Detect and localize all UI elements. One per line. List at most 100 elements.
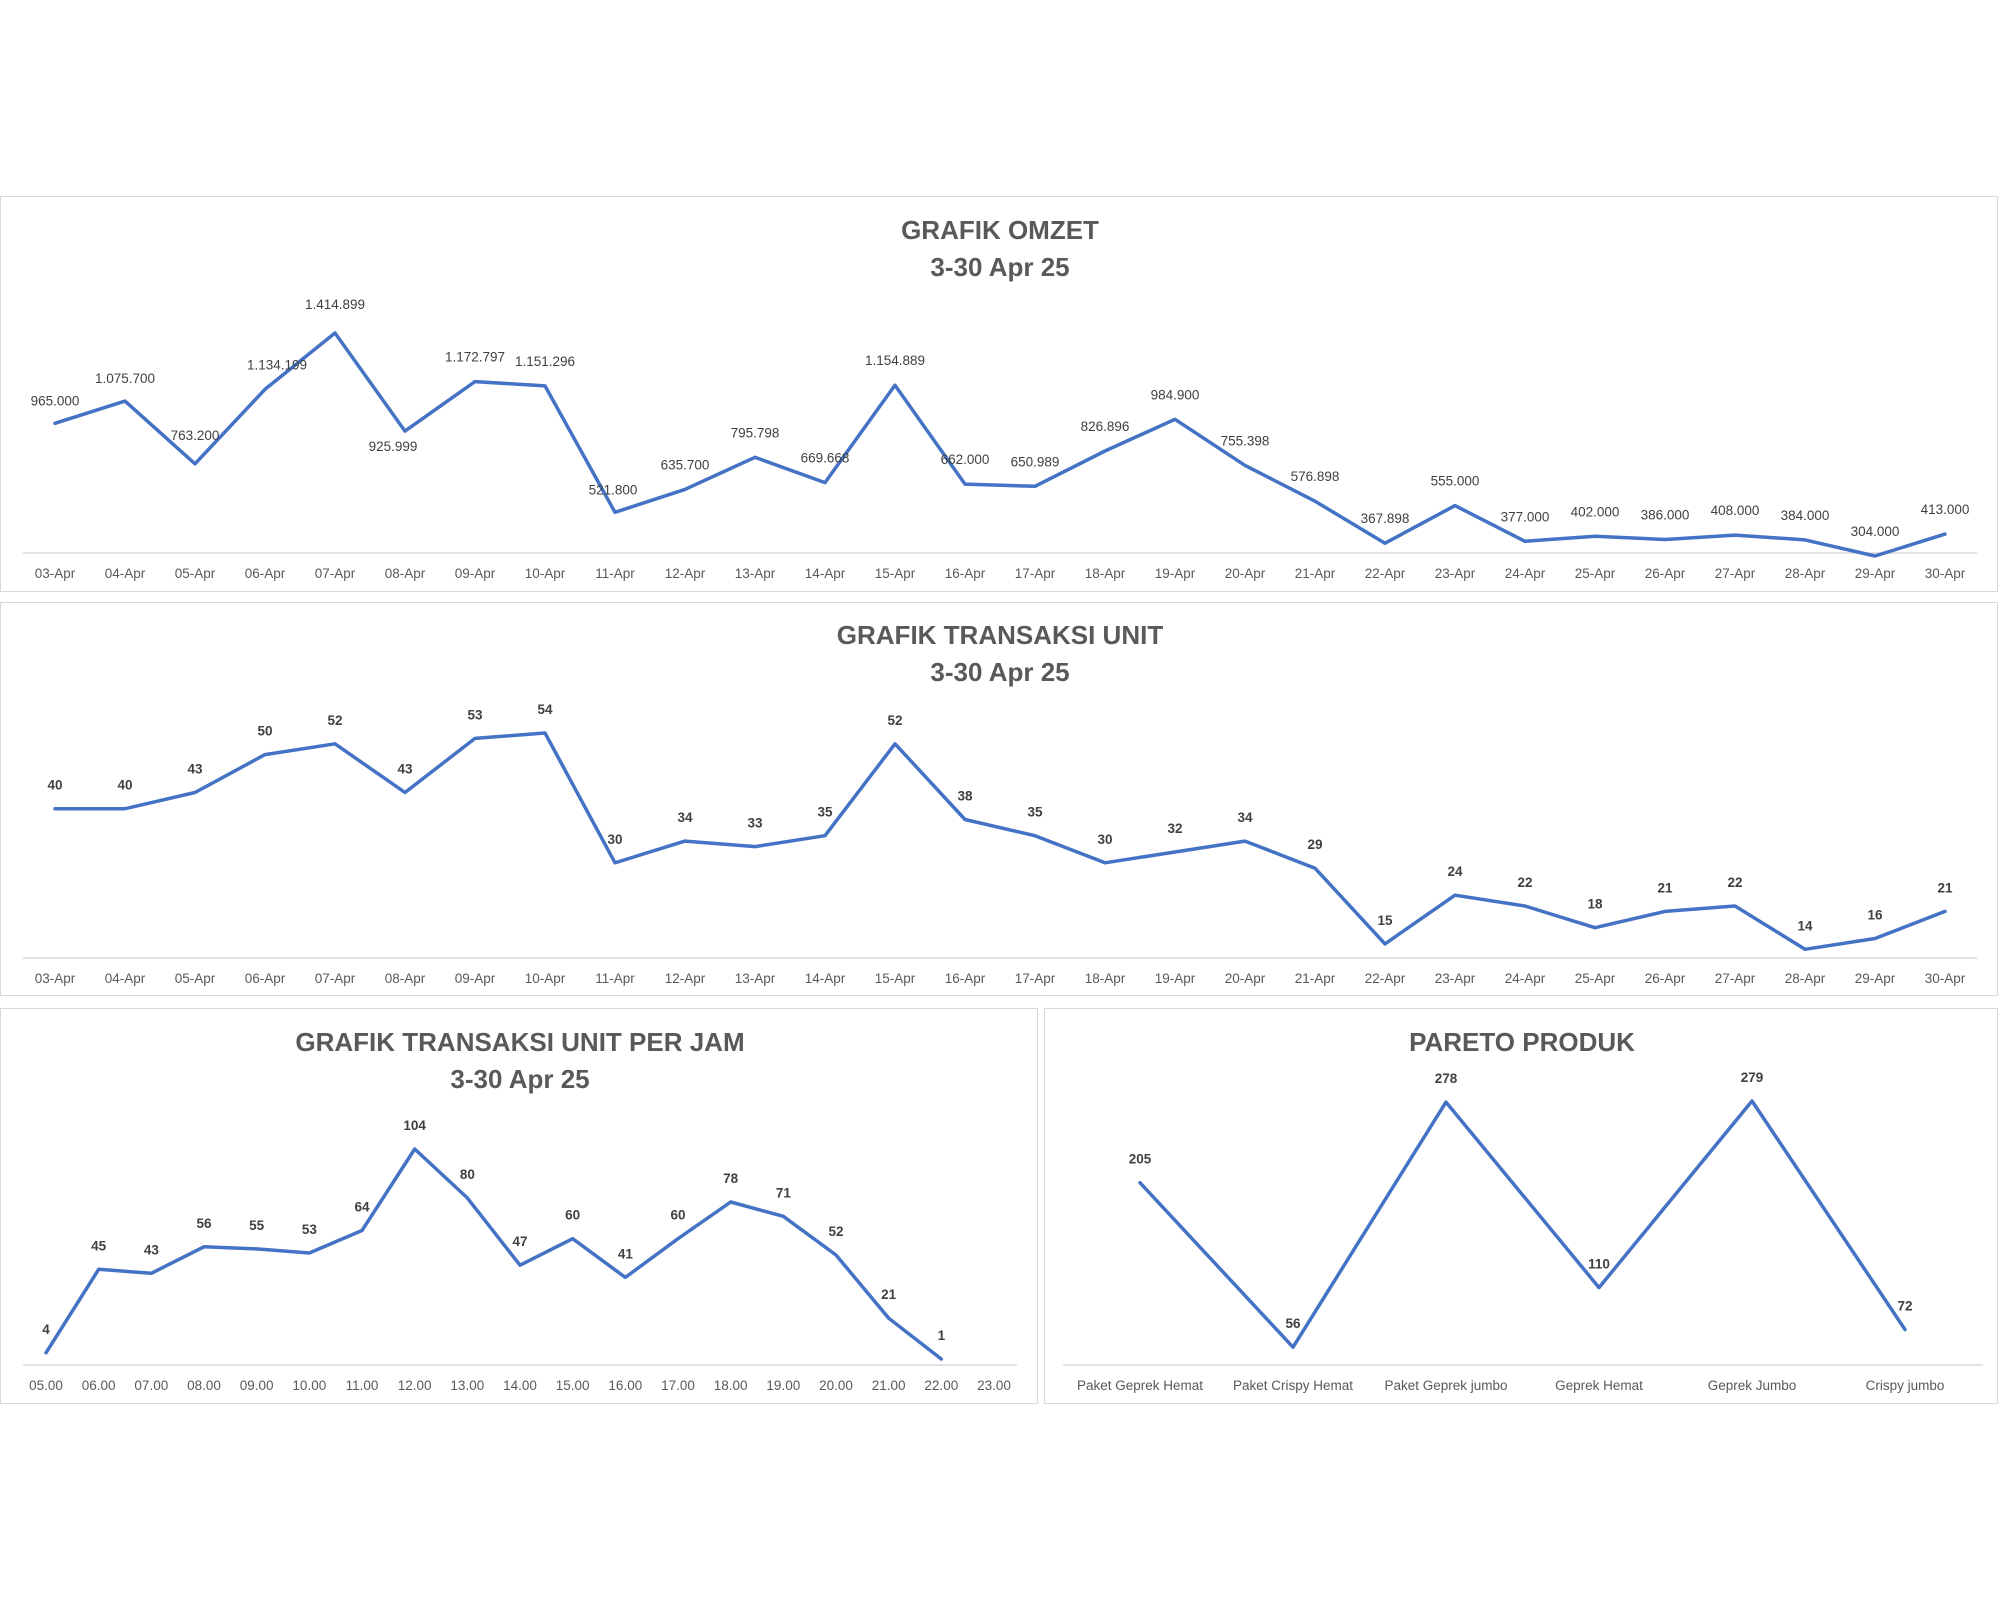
- x-tick-label: 18.00: [714, 1378, 748, 1393]
- x-tick-label: 04-Apr: [105, 566, 146, 581]
- x-tick-label: 21-Apr: [1295, 971, 1336, 986]
- chart-title: GRAFIK TRANSAKSI UNIT PER JAM: [295, 1027, 744, 1057]
- x-tick-label: 17-Apr: [1015, 971, 1056, 986]
- x-tick-label: 10.00: [292, 1378, 326, 1393]
- data-label: 52: [828, 1224, 843, 1239]
- chart-title: GRAFIK TRANSAKSI UNIT: [837, 620, 1164, 650]
- x-tick-label: 27-Apr: [1715, 971, 1756, 986]
- x-tick-label: 22-Apr: [1365, 566, 1406, 581]
- x-tick-label: 06-Apr: [245, 971, 286, 986]
- x-tick-label: 03-Apr: [35, 971, 76, 986]
- data-label: 555.000: [1431, 474, 1480, 489]
- data-label: 377.000: [1501, 509, 1550, 524]
- x-tick-label: 08-Apr: [385, 566, 426, 581]
- data-label: 4: [42, 1322, 50, 1337]
- x-tick-label: 06-Apr: [245, 566, 286, 581]
- data-label: 1: [938, 1328, 946, 1343]
- x-tick-label: 30-Apr: [1925, 971, 1966, 986]
- x-tick-label: 22-Apr: [1365, 971, 1406, 986]
- x-tick-label: Crispy jumbo: [1866, 1378, 1945, 1393]
- omzet-chart: GRAFIK OMZET 3-30 Apr 25 03-Apr 04-Apr 05-Ap…: [23, 215, 1977, 581]
- x-tick-label: 21-Apr: [1295, 566, 1336, 581]
- x-tick-label: 18-Apr: [1085, 971, 1126, 986]
- data-label: 56: [196, 1216, 212, 1231]
- x-tick-label: 05-Apr: [175, 971, 216, 986]
- x-tick-label: Geprek Jumbo: [1708, 1378, 1797, 1393]
- data-label: 35: [817, 805, 833, 820]
- data-label: 15: [1377, 913, 1393, 928]
- x-tick-label: 13-Apr: [735, 566, 776, 581]
- data-label: 576.898: [1291, 469, 1340, 484]
- x-tick-label: 26-Apr: [1645, 566, 1686, 581]
- data-label: 54: [537, 702, 553, 717]
- x-tick-label: 06.00: [82, 1378, 116, 1393]
- data-label: 1.151.296: [515, 354, 575, 369]
- data-label: 386.000: [1641, 508, 1690, 523]
- data-label: 650.989: [1011, 454, 1060, 469]
- data-label: 755.398: [1221, 433, 1270, 448]
- x-tick-label: 08.00: [187, 1378, 221, 1393]
- x-tick-label: 19.00: [766, 1378, 800, 1393]
- x-tick-label: 10-Apr: [525, 566, 566, 581]
- data-label: 1.172.797: [445, 350, 505, 365]
- data-label: 30: [607, 832, 622, 847]
- data-label: 18: [1587, 897, 1603, 912]
- x-tick-label: Paket Geprek Hemat: [1077, 1378, 1203, 1393]
- data-label: 662.000: [941, 452, 990, 467]
- chart-subtitle: 3-30 Apr 25: [450, 1064, 589, 1094]
- pareto-produk-chart-panel: PARETO PRODUK Paket Geprek Hemat Paket Cri…: [1044, 1008, 1998, 1404]
- x-tick-label: Geprek Hemat: [1555, 1378, 1643, 1393]
- transaksi-unit-chart-panel: GRAFIK TRANSAKSI UNIT 3-30 Apr 25 03-Apr 04…: [0, 602, 1998, 996]
- x-tick-label: 22.00: [924, 1378, 958, 1393]
- x-tick-label: 09.00: [240, 1378, 274, 1393]
- data-label: 1.134.199: [247, 357, 307, 372]
- data-label: 408.000: [1711, 503, 1760, 518]
- x-tick-label: 24-Apr: [1505, 971, 1546, 986]
- data-label: 278: [1435, 1071, 1458, 1086]
- x-tick-label: 09-Apr: [455, 971, 496, 986]
- data-label: 43: [397, 761, 413, 776]
- x-tick-label: 13-Apr: [735, 971, 776, 986]
- data-label: 43: [144, 1242, 160, 1257]
- data-label: 34: [677, 810, 693, 825]
- chart-title: PARETO PRODUK: [1409, 1027, 1635, 1057]
- data-label: 413.000: [1921, 502, 1970, 517]
- x-tick-label: 25-Apr: [1575, 566, 1616, 581]
- x-tick-label: 21.00: [872, 1378, 906, 1393]
- data-label: 635.700: [661, 457, 710, 472]
- data-label: 72: [1897, 1299, 1912, 1314]
- data-label: 55: [249, 1218, 265, 1233]
- data-label: 52: [327, 713, 342, 728]
- data-label: 60: [670, 1208, 685, 1223]
- x-tick-label: 20-Apr: [1225, 566, 1266, 581]
- data-label: 50: [257, 724, 272, 739]
- x-tick-label: 05.00: [29, 1378, 63, 1393]
- data-label: 110: [1588, 1257, 1610, 1272]
- data-label: 40: [117, 778, 132, 793]
- x-tick-label: 07.00: [134, 1378, 168, 1393]
- x-tick-label: 14-Apr: [805, 971, 846, 986]
- x-tick-label: 23-Apr: [1435, 971, 1476, 986]
- chart-title: GRAFIK OMZET: [901, 215, 1099, 245]
- data-label: 925.999: [369, 439, 418, 454]
- transaksi-per-jam-chart-panel: GRAFIK TRANSAKSI UNIT PER JAM 3-30 Apr 25…: [0, 1008, 1038, 1404]
- data-label: 43: [187, 761, 203, 776]
- chart-subtitle: 3-30 Apr 25: [930, 252, 1069, 282]
- data-label: 402.000: [1571, 504, 1620, 519]
- data-label: 22: [1517, 875, 1532, 890]
- data-label: 53: [302, 1222, 318, 1237]
- data-label: 14: [1797, 918, 1813, 933]
- data-label: 965.000: [31, 393, 80, 408]
- x-tick-label: Paket Geprek jumbo: [1384, 1378, 1507, 1393]
- data-label: 763.200: [171, 428, 220, 443]
- data-label: 984.900: [1151, 387, 1200, 402]
- x-tick-label: 15-Apr: [875, 566, 916, 581]
- data-label: 826.896: [1081, 419, 1130, 434]
- x-tick-label: 12.00: [398, 1378, 432, 1393]
- x-tick-label: 11-Apr: [595, 971, 635, 986]
- x-tick-label: 17-Apr: [1015, 566, 1056, 581]
- data-label: 384.000: [1781, 508, 1830, 523]
- x-tick-label: 24-Apr: [1505, 566, 1546, 581]
- data-label: 60: [565, 1208, 580, 1223]
- x-tick-label: 11-Apr: [595, 566, 635, 581]
